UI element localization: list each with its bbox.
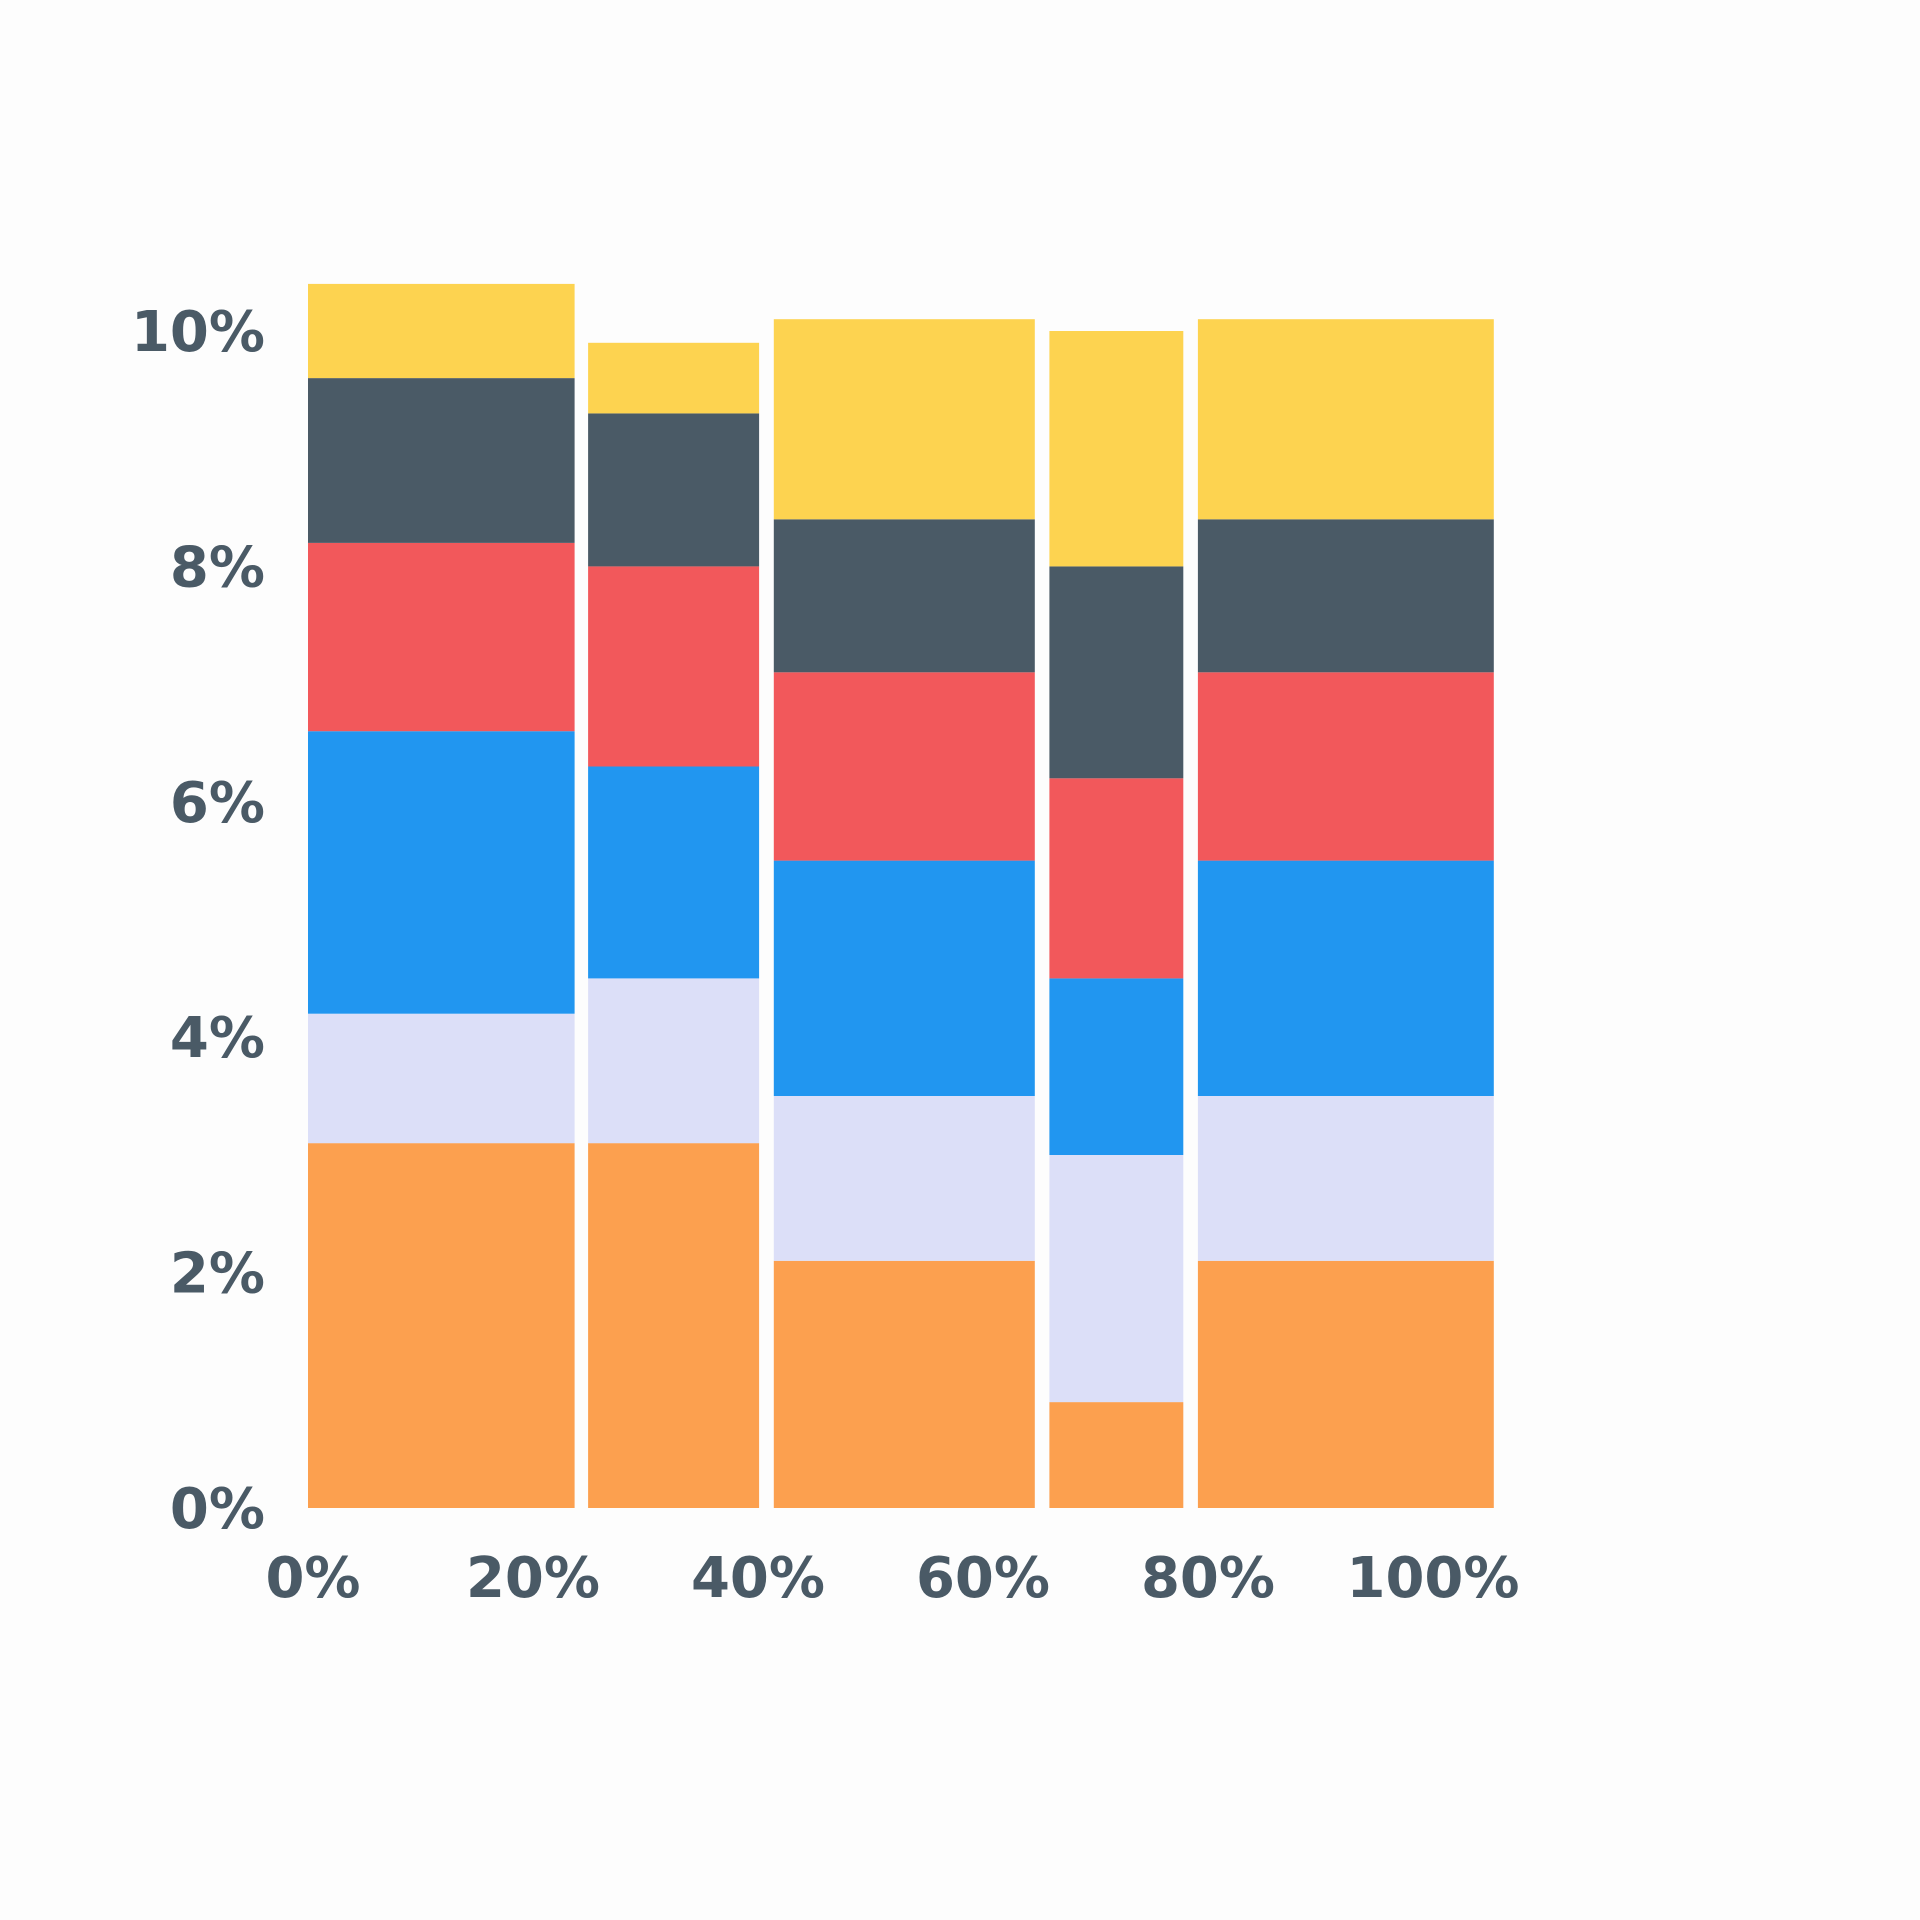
bar-segment-col3-seg3	[773, 860, 1035, 1096]
y-axis-ticks: 0% 2% 4% 6% 8% 10%	[131, 300, 265, 1542]
bar-segment-col5-seg2	[1197, 1096, 1494, 1261]
bar-segment-col1-seg4	[308, 542, 575, 732]
y-tick-label: 10%	[131, 300, 265, 365]
bar-segment-col5-seg3	[1197, 860, 1494, 1096]
x-axis-ticks: 0% 20% 40% 60% 80% 100%	[265, 1546, 1519, 1611]
bar-segment-col4-seg6	[1049, 331, 1184, 567]
bar-segment-col5-seg4	[1197, 672, 1494, 861]
x-tick-label: 80%	[1141, 1546, 1275, 1611]
x-tick-label: 60%	[916, 1546, 1050, 1611]
bar-segment-col3-seg5	[773, 519, 1035, 673]
x-tick-label: 20%	[466, 1546, 600, 1611]
bars-layer	[308, 283, 1494, 1508]
x-tick-label: 100%	[1346, 1546, 1519, 1611]
bar-segment-col1-seg6	[308, 283, 575, 379]
y-tick-label: 2%	[170, 1242, 265, 1307]
bar-segment-col1-seg5	[308, 378, 575, 543]
y-tick-label: 6%	[170, 771, 265, 836]
x-tick-label: 0%	[265, 1546, 360, 1611]
bar-segment-col4-seg5	[1049, 566, 1184, 779]
bar-segment-col3-seg4	[773, 672, 1035, 861]
bar-segment-col5-seg6	[1197, 319, 1494, 520]
bar-segment-col3-seg2	[773, 1096, 1035, 1261]
bar-segment-col1-seg2	[308, 1013, 575, 1144]
bar-segment-col4-seg2	[1049, 1154, 1184, 1403]
bar-segment-col5-seg1	[1197, 1260, 1494, 1508]
bar-segment-col4-seg1	[1049, 1402, 1184, 1508]
x-tick-label: 40%	[691, 1546, 825, 1611]
bar-segment-col2-seg6	[588, 342, 760, 414]
bar-segment-col4-seg3	[1049, 978, 1184, 1155]
y-tick-label: 8%	[170, 535, 265, 600]
bar-segment-col2-seg4	[588, 566, 760, 767]
bar-segment-col1-seg1	[308, 1143, 575, 1508]
bar-segment-col2-seg1	[588, 1143, 760, 1508]
bar-segment-col3-seg1	[773, 1260, 1035, 1508]
bar-segment-col1-seg3	[308, 731, 575, 1014]
y-tick-label: 4%	[170, 1006, 265, 1071]
bar-segment-col2-seg2	[588, 978, 760, 1144]
bar-segment-col3-seg6	[773, 319, 1035, 520]
bar-segment-col5-seg5	[1197, 519, 1494, 673]
y-tick-label: 0%	[170, 1477, 265, 1542]
bar-segment-col2-seg3	[588, 766, 760, 979]
bar-segment-col4-seg4	[1049, 778, 1184, 979]
bar-segment-col2-seg5	[588, 413, 760, 567]
